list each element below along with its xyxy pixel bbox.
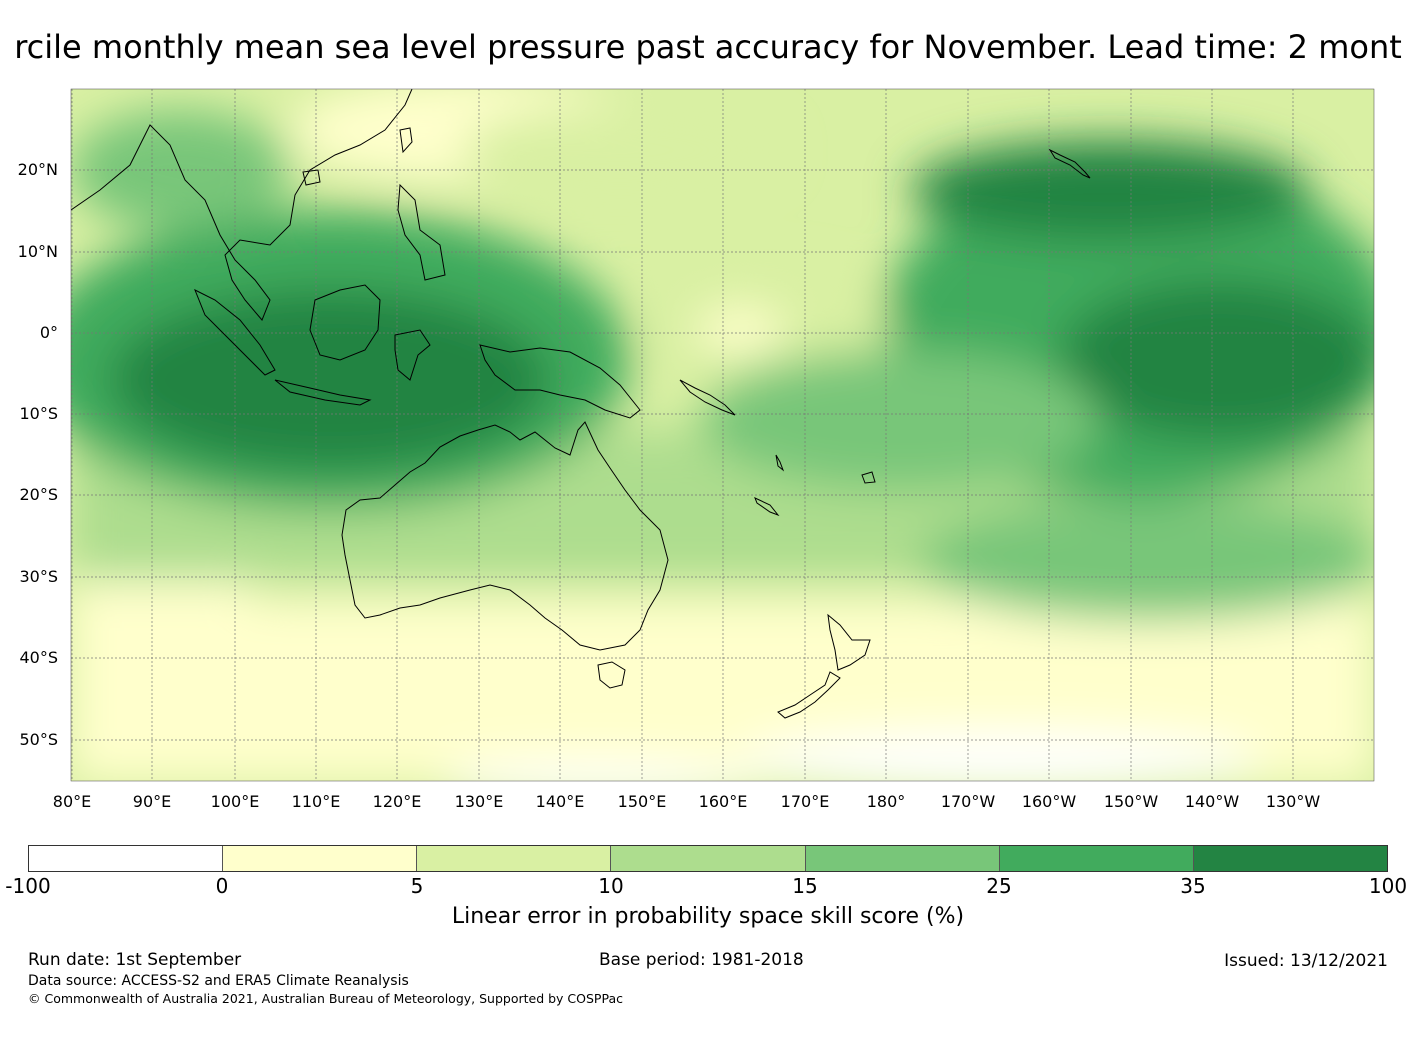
lat-label: 50°S xyxy=(19,730,58,749)
new-caledonia xyxy=(754,497,780,517)
lat-label: 10°N xyxy=(17,242,58,261)
lon-label: 80°E xyxy=(52,792,92,811)
lon-label: 170°E xyxy=(780,792,830,811)
new-zealand-north xyxy=(827,613,871,671)
lon-label: 160°W xyxy=(1021,792,1077,811)
colorbar-tick: 5 xyxy=(410,874,424,898)
lon-label: 130°E xyxy=(454,792,504,811)
lon-label: 110°E xyxy=(291,792,341,811)
hawaii xyxy=(1048,148,1091,179)
tasmania-coast xyxy=(597,661,626,689)
borneo-coast xyxy=(309,284,381,361)
java-coast xyxy=(274,379,372,406)
lat-label: 10°S xyxy=(19,404,58,423)
philippines-coast xyxy=(397,183,446,281)
colorbar-label: Linear error in probability space skill … xyxy=(451,904,965,929)
skill-region-negative-2 xyxy=(440,762,760,781)
sulawesi-coast xyxy=(394,329,431,381)
lat-label: 0° xyxy=(39,323,58,342)
colorbar-segment xyxy=(223,846,418,871)
map-title: rcile monthly mean sea level pressure pa… xyxy=(14,28,1402,66)
coastlines xyxy=(71,89,1091,719)
skill-region-central-pacific-core xyxy=(695,308,785,352)
lon-label: 140°E xyxy=(535,792,585,811)
lon-label: 160°E xyxy=(698,792,748,811)
lat-label: 20°S xyxy=(19,485,58,504)
colorbar-tick: 35 xyxy=(1180,874,1206,898)
lat-label: 20°N xyxy=(17,160,58,179)
skill-region-north-mid xyxy=(460,105,780,195)
copyright: © Commonwealth of Australia 2021, Austra… xyxy=(28,991,623,1006)
colorbar-segment xyxy=(999,846,1194,871)
lon-label: 180° xyxy=(866,792,906,811)
asia-coast xyxy=(71,89,413,321)
new-guinea-coast xyxy=(479,344,641,419)
lon-label: 90°E xyxy=(132,792,172,811)
colorbar-segment xyxy=(1193,846,1387,871)
solomons xyxy=(679,379,736,416)
data-source: Data source: ACCESS-S2 and ERA5 Climate … xyxy=(28,973,409,989)
colorbar-tick: 0 xyxy=(215,874,229,898)
skill-region-maritime-core xyxy=(110,290,550,470)
lon-label: 150°W xyxy=(1103,792,1159,811)
lon-label: 150°E xyxy=(617,792,667,811)
issued-date: Issued: 13/12/2021 xyxy=(1224,951,1388,971)
taiwan xyxy=(399,127,413,154)
fiji xyxy=(861,471,876,484)
colorbar-segment xyxy=(29,846,224,871)
colorbar-tick: -100 xyxy=(5,874,51,898)
colorbar-tick: 10 xyxy=(598,874,624,898)
colorbar-segment xyxy=(611,846,806,871)
skill-region-hawaii xyxy=(910,140,1310,240)
lon-label: 170°W xyxy=(940,792,996,811)
colorbar-tick: 100 xyxy=(1368,874,1408,898)
colorbar-tick: 15 xyxy=(792,874,818,898)
vanuatu xyxy=(775,454,785,472)
skill-region-negative xyxy=(740,730,1260,781)
lon-label: 140°W xyxy=(1184,792,1240,811)
australia-coast xyxy=(341,421,669,651)
graticule xyxy=(71,89,1374,781)
colorbar xyxy=(28,845,1388,872)
run-date: Run date: 1st September xyxy=(28,950,242,970)
colorbar-segment xyxy=(805,846,1000,871)
base-period: Base period: 1981-2018 xyxy=(599,950,804,970)
skill-region-se-pacific xyxy=(920,500,1374,620)
lat-label: 30°S xyxy=(19,567,58,586)
lon-label: 100°E xyxy=(210,792,260,811)
lon-label: 120°E xyxy=(372,792,422,811)
sumatra-coast xyxy=(194,288,276,376)
lon-label: 130°W xyxy=(1265,792,1321,811)
lat-label: 40°S xyxy=(19,648,58,667)
skill-region-east-pacific-core xyxy=(1060,280,1374,440)
colorbar-segment xyxy=(417,846,612,871)
skill-region-spcz xyxy=(700,350,1100,490)
map-frame xyxy=(70,88,1375,782)
new-zealand-south xyxy=(777,671,841,719)
hainan xyxy=(302,169,321,186)
colorbar-tick: 25 xyxy=(986,874,1012,898)
skill-field xyxy=(71,89,1374,781)
